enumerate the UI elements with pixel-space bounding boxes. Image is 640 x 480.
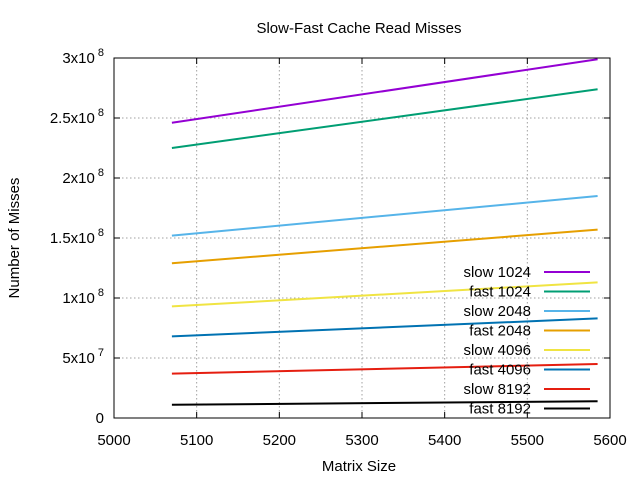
y-tick-exponent: 8 [98, 167, 104, 179]
legend-label-slow-8192: slow 8192 [463, 381, 531, 398]
y-tick-mantissa: 2x10 [62, 170, 95, 187]
series-lines [171, 58, 598, 406]
y-tick-mantissa: 3x10 [62, 50, 95, 67]
y-tick-mantissa: 1x10 [62, 290, 95, 307]
legend-label-slow-4096: slow 4096 [463, 342, 531, 359]
y-tick-label: 5x10 7 [62, 347, 104, 367]
legend: slow 1024 fast 1024 slow 2048 fast 2048 slow… [463, 264, 590, 418]
series-line-fast-1024 [171, 88, 598, 149]
y-tick-mantissa: 0 [96, 410, 104, 427]
series-line-slow-8192 [171, 363, 598, 375]
y-tick-label: 2x10 8 [62, 167, 104, 187]
chart-title: Slow-Fast Cache Read Misses [256, 20, 461, 37]
x-tick-label: 5300 [345, 432, 378, 449]
y-tick-mantissa: 1.5x10 [50, 230, 95, 247]
x-tick-labels: 5000 5100 5200 5300 5400 5500 5600 [97, 432, 626, 449]
y-tick-label: 1.5x10 8 [50, 227, 104, 247]
y-tick-label: 0 [96, 410, 104, 427]
x-tick-label: 5400 [428, 432, 461, 449]
grid [114, 58, 610, 418]
series-line-fast-2048 [171, 228, 598, 265]
series-line-fast-4096 [171, 317, 598, 338]
series-line-fast-8192 [171, 400, 598, 406]
y-tick-exponent: 8 [98, 227, 104, 239]
x-tick-label: 5000 [97, 432, 130, 449]
y-tick-mantissa: 5x10 [62, 350, 95, 367]
y-tick-exponent: 8 [98, 107, 104, 119]
x-axis-label: Matrix Size [322, 458, 396, 475]
x-tick-label: 5200 [263, 432, 296, 449]
y-tick-label: 2.5x10 8 [50, 107, 104, 127]
legend-label-fast-1024: fast 1024 [469, 284, 531, 301]
x-tick-label: 5600 [593, 432, 626, 449]
legend-label-slow-1024: slow 1024 [463, 264, 531, 281]
legend-label-slow-2048: slow 2048 [463, 303, 531, 320]
y-tick-exponent: 8 [98, 287, 104, 299]
y-axis-label: Number of Misses [6, 178, 23, 299]
y-tick-label: 3x10 8 [62, 47, 104, 67]
y-tick-mantissa: 2.5x10 [50, 110, 95, 127]
x-tick-label: 5500 [511, 432, 544, 449]
series-line-slow-4096 [171, 281, 598, 308]
series-line-slow-1024 [171, 58, 598, 124]
y-tick-label: 1x10 8 [62, 287, 104, 307]
ticks [113, 57, 611, 419]
legend-label-fast-4096: fast 4096 [469, 362, 531, 379]
x-tick-label: 5100 [180, 432, 213, 449]
y-tick-exponent: 7 [98, 347, 104, 359]
legend-label-fast-2048: fast 2048 [469, 323, 531, 340]
y-tick-exponent: 8 [98, 47, 104, 59]
series-line-slow-2048 [171, 195, 598, 237]
legend-label-fast-8192: fast 8192 [469, 401, 531, 418]
